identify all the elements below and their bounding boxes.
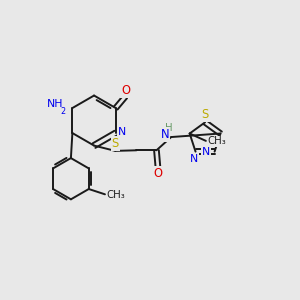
Text: CH₃: CH₃ bbox=[107, 190, 125, 200]
Text: S: S bbox=[112, 137, 119, 150]
Text: N: N bbox=[118, 128, 126, 137]
Text: 2: 2 bbox=[60, 107, 65, 116]
Text: N: N bbox=[160, 128, 169, 141]
Text: N: N bbox=[202, 147, 211, 157]
Text: O: O bbox=[121, 84, 130, 97]
Text: O: O bbox=[153, 167, 163, 180]
Text: S: S bbox=[201, 109, 209, 122]
Text: CH₃: CH₃ bbox=[208, 136, 226, 146]
Text: H: H bbox=[165, 123, 173, 133]
Text: N: N bbox=[190, 154, 198, 164]
Text: NH: NH bbox=[46, 99, 63, 109]
